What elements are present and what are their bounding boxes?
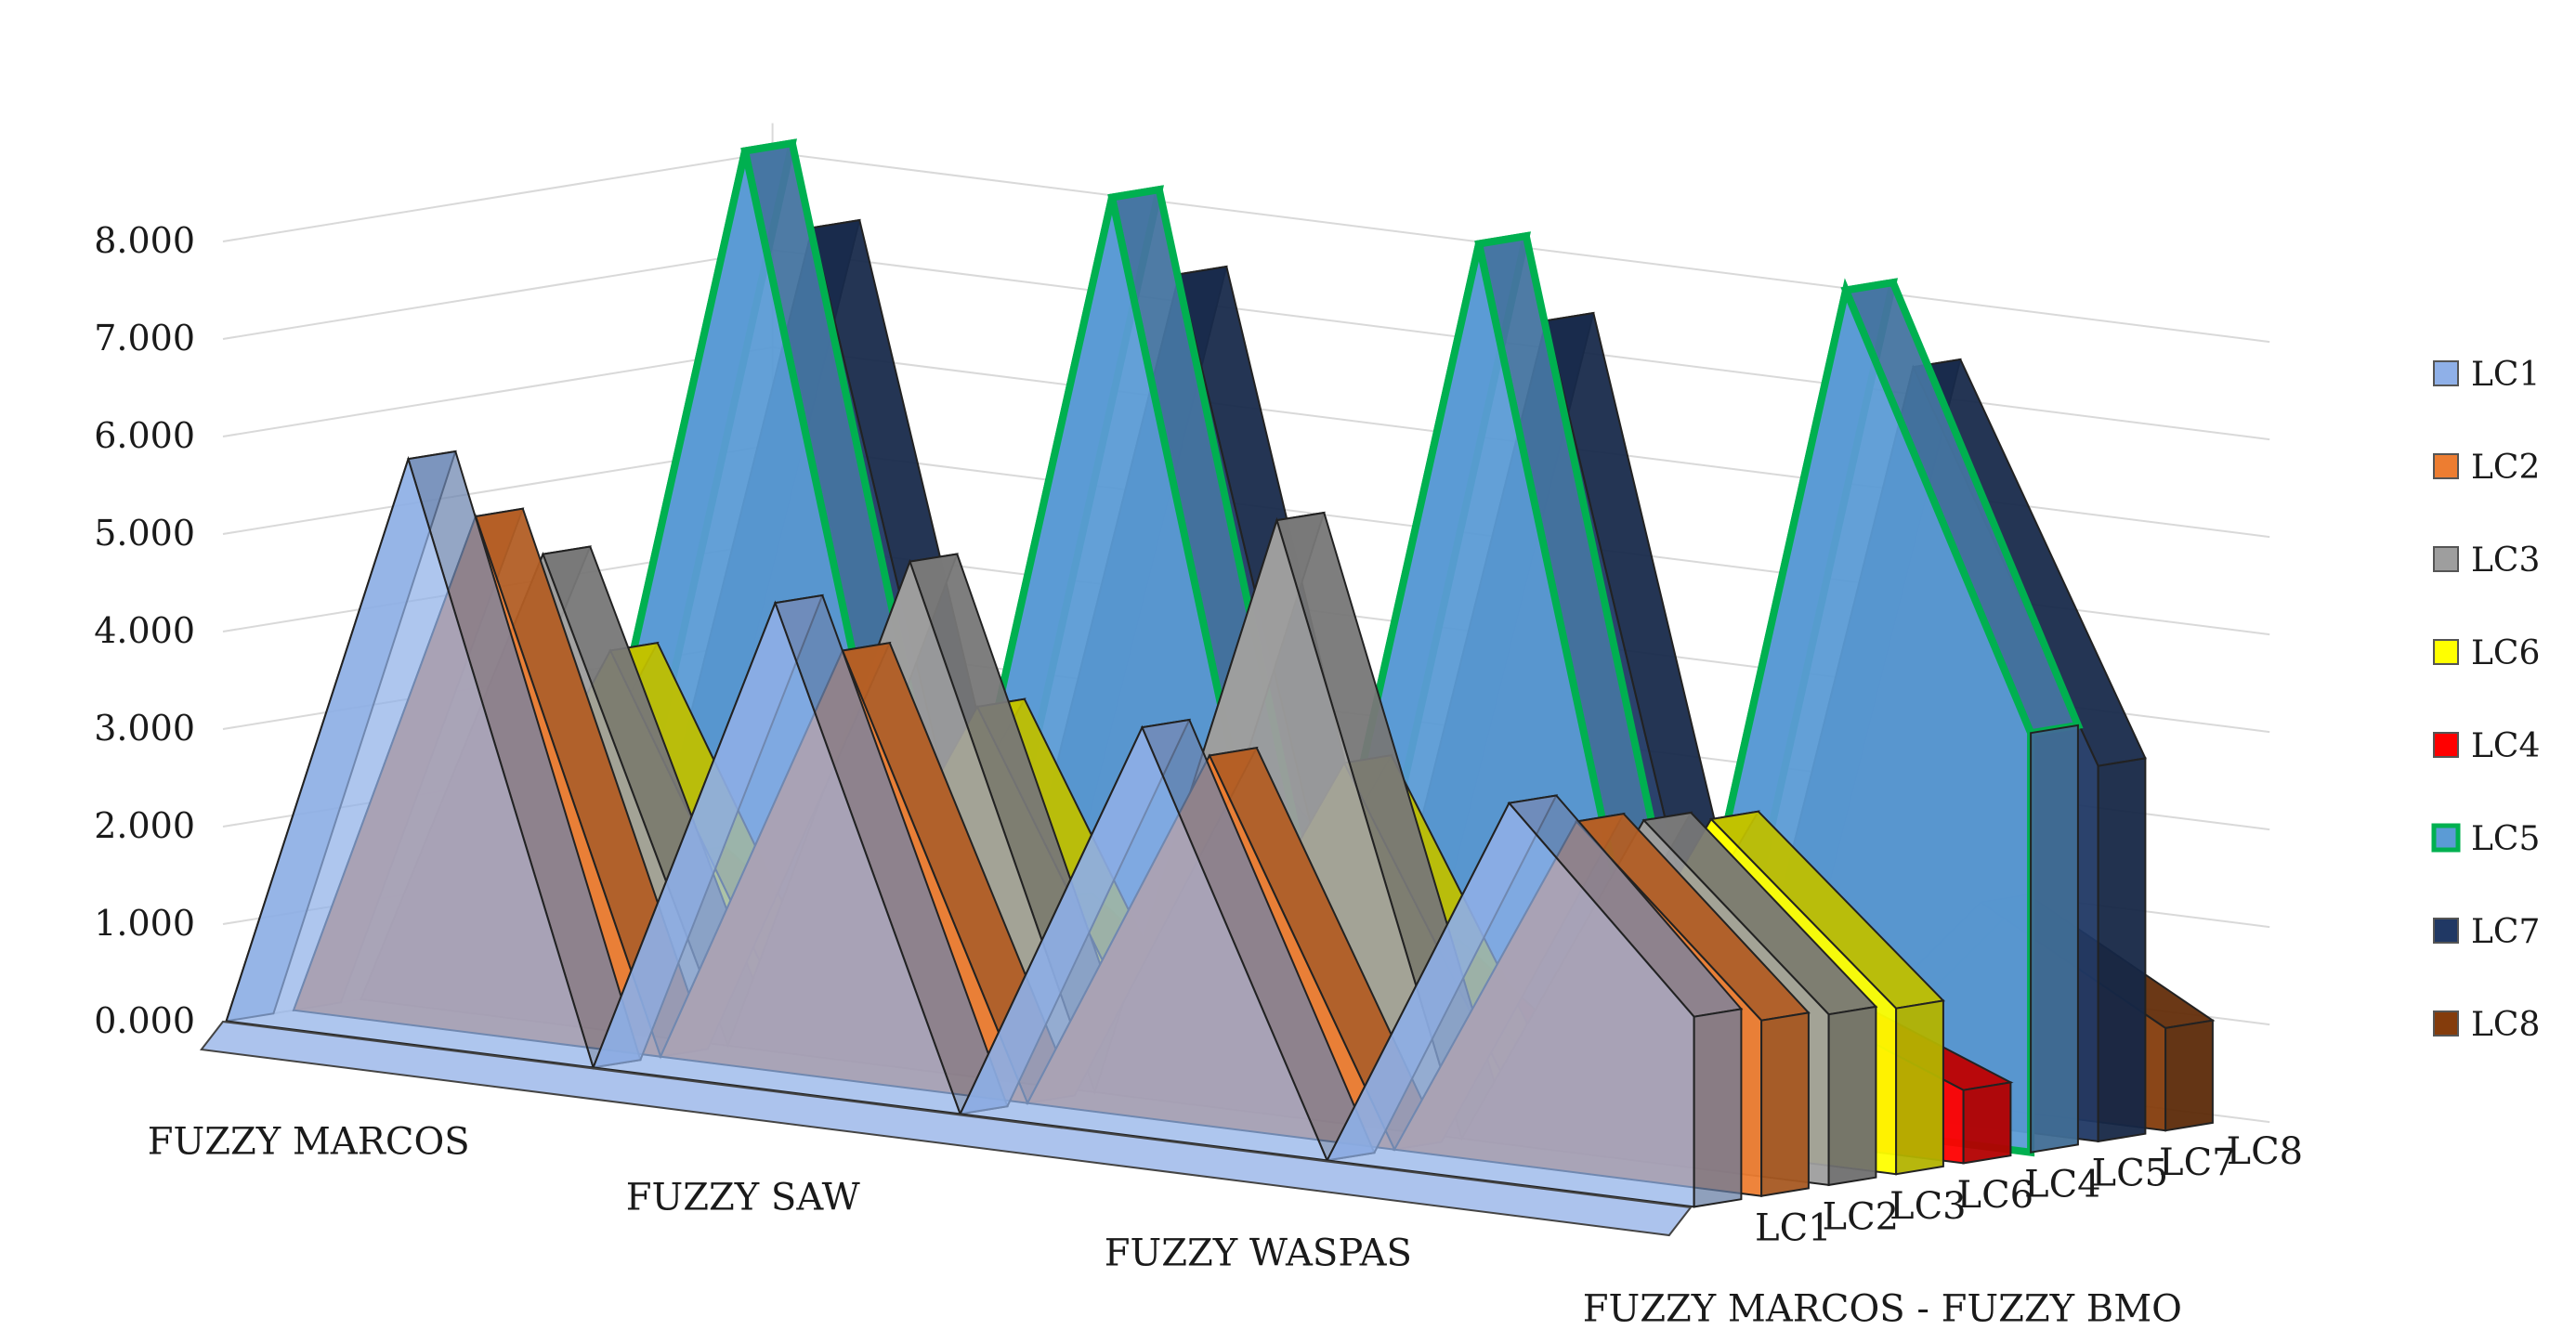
legend-swatch-LC6 <box>2433 639 2459 665</box>
series-LC4-cap <box>1962 1081 2012 1165</box>
floor <box>199 1020 1693 1237</box>
floor-slab <box>199 1020 1693 1237</box>
depth-label: LC6 <box>1957 1174 2034 1217</box>
legend-label-LC7: LC7 <box>2471 913 2540 951</box>
depth-label: LC4 <box>2024 1163 2101 1206</box>
category-label: FUZZY MARCOS <box>148 1121 470 1164</box>
depth-label: LC8 <box>2227 1130 2304 1173</box>
series-LC3-cap <box>1827 1005 1877 1187</box>
series-LC1-cap <box>1693 1008 1743 1208</box>
category-label: FUZZY SAW <box>626 1177 860 1219</box>
y-tick-label: 5.000 <box>94 513 195 554</box>
legend-swatch-LC2 <box>2433 453 2459 479</box>
legend-swatch-LC3 <box>2433 546 2459 572</box>
series-LC1 <box>225 450 1744 1208</box>
legend-label-LC8: LC8 <box>2471 1006 2540 1044</box>
depth-label: LC5 <box>2092 1153 2169 1195</box>
depth-label: LC3 <box>1890 1185 1967 1228</box>
series-LC5-cap <box>2030 724 2079 1154</box>
series-LC8-cap <box>2164 1019 2214 1132</box>
legend-label-LC6: LC6 <box>2471 634 2540 672</box>
depth-label: LC7 <box>2159 1141 2236 1184</box>
series-LC6-cap <box>1895 999 1944 1176</box>
axis-labels: 0.000 1.000 2.000 3.000 4.000 5.000 6.000 7.000… <box>94 220 2303 1331</box>
series-layer <box>225 138 2216 1208</box>
y-tick-label: 3.000 <box>94 708 195 749</box>
legend-swatch-LC7 <box>2433 918 2459 944</box>
category-label: FUZZY MARCOS - FUZZY BMO <box>1583 1288 2182 1331</box>
legend-label-LC5: LC5 <box>2471 820 2540 858</box>
legend-swatch-LC5 <box>2431 823 2461 853</box>
depth-label: LC1 <box>1755 1206 1832 1249</box>
legend-swatch-LC1 <box>2433 360 2459 386</box>
y-tick-label: 6.000 <box>94 415 195 456</box>
y-tick-label: 2.000 <box>94 805 195 846</box>
series-LC7-cap <box>2097 757 2147 1143</box>
gridline-8 <box>222 151 2270 344</box>
y-tick-label: 7.000 <box>94 318 195 359</box>
legend-label-LC1: LC1 <box>2471 356 2540 394</box>
y-tick-label: 4.000 <box>94 610 195 651</box>
series-LC2-cap <box>1760 1011 1810 1197</box>
legend-swatch-LC4 <box>2433 732 2459 758</box>
legend-label-LC3: LC3 <box>2471 541 2540 580</box>
legend-swatch-LC8 <box>2433 1011 2459 1037</box>
legend-label-LC2: LC2 <box>2471 449 2540 487</box>
y-tick-label: 1.000 <box>94 903 195 944</box>
legend-label-LC4: LC4 <box>2471 727 2540 765</box>
y-tick-label: 0.000 <box>94 1000 195 1041</box>
legend: LC1 LC2 LC3 LC6 LC4 LC5 LC7 LC8 <box>2431 356 2540 1044</box>
y-tick-label: 8.000 <box>94 220 195 261</box>
category-label: FUZZY WASPAS <box>1105 1232 1412 1275</box>
depth-label: LC2 <box>1823 1196 1900 1239</box>
